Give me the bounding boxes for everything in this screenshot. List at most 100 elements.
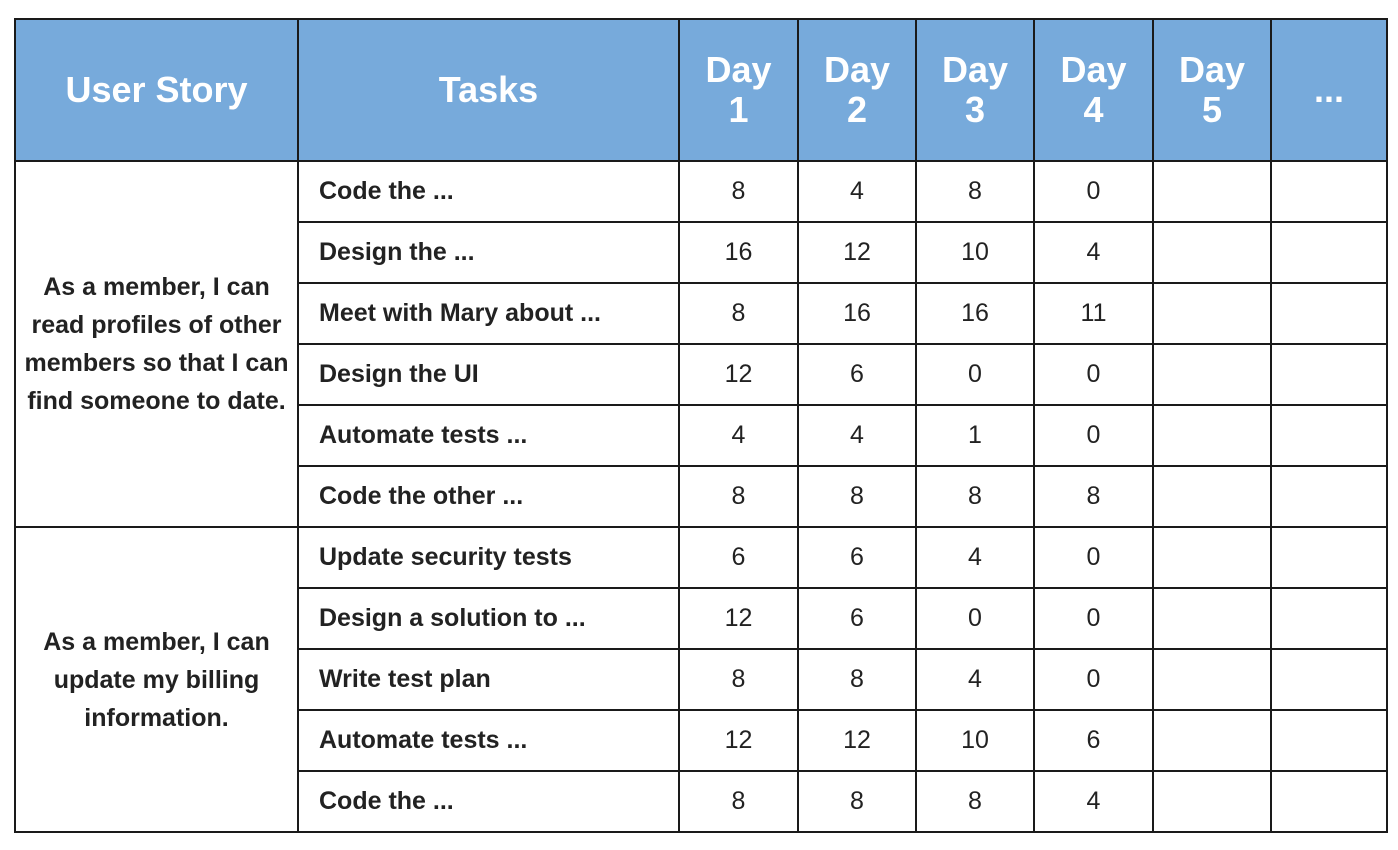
hours: 6 — [797, 526, 917, 589]
empty-cell — [1152, 343, 1272, 406]
empty-cell — [1270, 465, 1388, 528]
hours: 0 — [1033, 526, 1154, 589]
task-row: Code the other ... 8 8 8 8 — [15, 465, 1388, 528]
header-cell: Day 1 — [678, 18, 799, 162]
task: Automate tests ... — [297, 404, 680, 467]
sprint-table: User Story Tasks Day 1 Day 2 Day 3 Day 4 Day 5… — [14, 18, 1388, 833]
hours: 4 — [797, 404, 917, 467]
hours: 4 — [915, 648, 1035, 711]
empty-cell — [1152, 526, 1272, 589]
hours: 16 — [915, 282, 1035, 345]
empty-cell — [1152, 404, 1272, 467]
hours: 12 — [678, 709, 799, 772]
hours: 4 — [1033, 770, 1154, 833]
hours: 12 — [797, 709, 917, 772]
task: Code the ... — [297, 770, 680, 833]
user-story: As a member, I can read profiles of othe… — [14, 160, 299, 528]
hours: 6 — [1033, 709, 1154, 772]
empty-cell — [1270, 404, 1388, 467]
hours: 6 — [678, 526, 799, 589]
empty-cell — [1270, 221, 1388, 284]
task-row: As a member, I can read profiles of othe… — [14, 160, 1388, 528]
task: Design the ... — [297, 221, 680, 284]
empty-cell — [1270, 160, 1388, 223]
empty-cell — [1152, 587, 1272, 650]
hours: 0 — [915, 343, 1035, 406]
task-row: Automate tests ... 4 4 1 0 — [15, 404, 1388, 467]
task-row: Automate tests ... 12 12 10 6 — [15, 709, 1388, 772]
hours: 8 — [678, 160, 799, 223]
hours: 10 — [915, 221, 1035, 284]
hours: 8 — [1033, 465, 1154, 528]
hours: 8 — [678, 770, 799, 833]
header-cell: Day 5 — [1152, 18, 1272, 162]
empty-cell — [1270, 526, 1388, 589]
task-row: Design the UI 12 6 0 0 — [15, 343, 1388, 406]
task-row: Design the ... 16 12 10 4 — [15, 221, 1388, 284]
empty-cell — [1270, 770, 1388, 833]
hours: 0 — [915, 587, 1035, 650]
hours: 12 — [678, 587, 799, 650]
empty-cell — [1152, 160, 1272, 223]
task: Update security tests — [297, 526, 680, 589]
task-row: Design a solution to ... 12 6 0 0 — [15, 587, 1388, 650]
hours: 4 — [915, 526, 1035, 589]
hours: 8 — [797, 648, 917, 711]
header-cell: Day 4 — [1033, 18, 1154, 162]
hours: 12 — [678, 343, 799, 406]
hours: 16 — [797, 282, 917, 345]
task: Write test plan — [297, 648, 680, 711]
empty-cell — [1152, 282, 1272, 345]
empty-cell — [1152, 648, 1272, 711]
hours: 8 — [678, 465, 799, 528]
hours: 8 — [915, 160, 1035, 223]
hours: 6 — [797, 587, 917, 650]
task: Meet with Mary about ... — [297, 282, 680, 345]
hours: 0 — [1033, 648, 1154, 711]
hours: 8 — [678, 282, 799, 345]
table-body: As a member, I can read profiles of othe… — [14, 160, 1388, 833]
task: Design the UI — [297, 343, 680, 406]
header-cell: ... — [1270, 18, 1388, 162]
task: Design a solution to ... — [297, 587, 680, 650]
hours: 8 — [797, 465, 917, 528]
hours: 0 — [1033, 343, 1154, 406]
empty-cell — [1270, 587, 1388, 650]
empty-cell — [1270, 282, 1388, 345]
empty-cell — [1270, 648, 1388, 711]
hours: 12 — [797, 221, 917, 284]
empty-cell — [1152, 770, 1272, 833]
hours: 8 — [915, 465, 1035, 528]
empty-cell — [1270, 343, 1388, 406]
hours: 11 — [1033, 282, 1154, 345]
hours: 8 — [797, 770, 917, 833]
header-cell: User Story — [14, 18, 299, 162]
task: Automate tests ... — [297, 709, 680, 772]
empty-cell — [1152, 221, 1272, 284]
task-row: Code the ... 8 8 8 4 — [15, 770, 1388, 833]
header-cell: Tasks — [297, 18, 680, 162]
hours: 0 — [1033, 160, 1154, 223]
hours: 6 — [797, 343, 917, 406]
hours: 8 — [678, 648, 799, 711]
hours: 10 — [915, 709, 1035, 772]
user-story: As a member, I can update my billing inf… — [14, 526, 299, 833]
empty-cell — [1270, 709, 1388, 772]
hours: 8 — [915, 770, 1035, 833]
task-row: Meet with Mary about ... 8 16 16 11 — [15, 282, 1388, 345]
hours: 0 — [1033, 587, 1154, 650]
hours: 16 — [678, 221, 799, 284]
task: Code the other ... — [297, 465, 680, 528]
header-row: User Story Tasks Day 1 Day 2 Day 3 Day 4 Day 5… — [14, 18, 1388, 162]
hours: 4 — [678, 404, 799, 467]
header-cell: Day 3 — [915, 18, 1035, 162]
task-row: Write test plan 8 8 4 0 — [15, 648, 1388, 711]
hours: 4 — [797, 160, 917, 223]
hours: 1 — [915, 404, 1035, 467]
empty-cell — [1152, 709, 1272, 772]
task: Code the ... — [297, 160, 680, 223]
task-row: As a member, I can update my billing inf… — [14, 526, 1388, 833]
empty-cell — [1152, 465, 1272, 528]
header-cell: Day 2 — [797, 18, 917, 162]
